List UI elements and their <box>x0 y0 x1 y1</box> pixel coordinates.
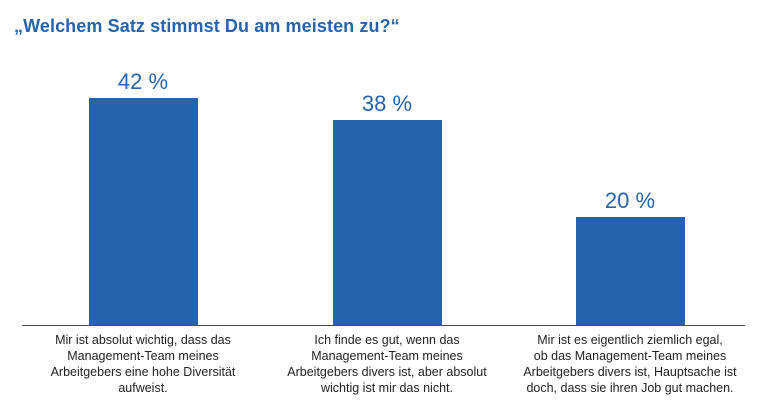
category-label-line: Ich finde es gut, wenn das <box>314 333 460 347</box>
category-label-3: Mir ist es eigentlich ziemlich egal, ob d… <box>510 332 750 396</box>
bar-3 <box>575 216 685 325</box>
category-label-line: wichtig ist mir das nicht. <box>321 381 453 395</box>
category-label-line: aufweist. <box>118 381 168 395</box>
bar-1 <box>88 98 198 325</box>
value-label-2: 38 % <box>361 90 413 116</box>
value-label-1: 42 % <box>117 69 169 94</box>
category-label-1: Mir ist absolut wichtig, dass das Managem… <box>23 332 263 396</box>
category-label-line: Mir ist es eigentlich ziemlich egal, <box>537 333 723 347</box>
x-axis-baseline <box>22 325 745 326</box>
category-label-line: Arbeitgebers divers ist, aber absolut <box>287 365 487 379</box>
category-label-2: Ich finde es gut, wenn das Management-Tea… <box>267 332 507 396</box>
bar-2 <box>332 119 442 325</box>
value-label-3: 20 % <box>604 187 656 213</box>
category-label-line: Management-Team meines <box>67 349 219 363</box>
category-label-line: Mir ist absolut wichtig, dass das <box>55 333 231 347</box>
category-label-line: Arbeitgebers eine hohe Diversität <box>50 365 236 379</box>
category-label-line: ob das Management-Team meines <box>533 349 727 363</box>
category-label-line: Management-Team meines <box>311 349 463 363</box>
category-label-line: Arbeitgebers divers ist, Hauptsache ist <box>523 365 737 379</box>
category-label-line: doch, dass sie ihren Job gut machen. <box>526 381 734 395</box>
chart-title: „Welchem Satz stimmst Du am meisten zu?“ <box>14 16 400 36</box>
